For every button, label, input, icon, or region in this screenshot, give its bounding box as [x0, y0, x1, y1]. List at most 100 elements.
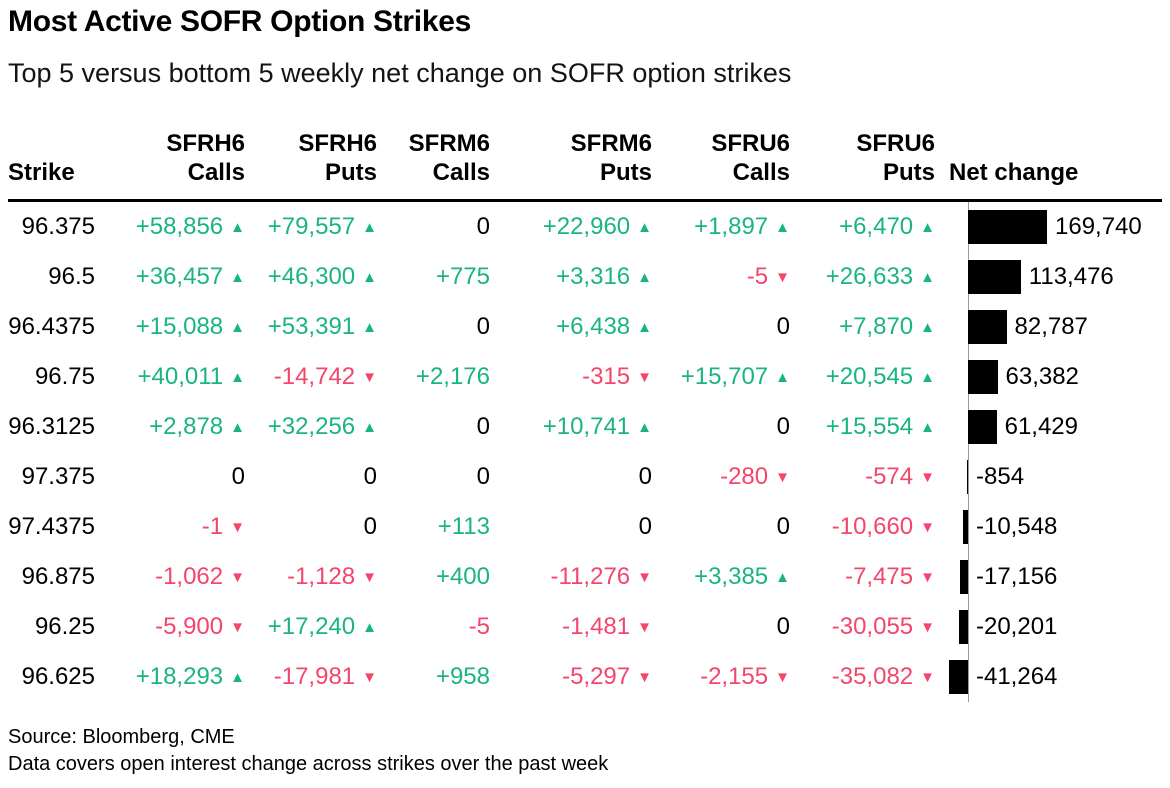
- net-change-bar: [960, 560, 968, 594]
- change-cell: -11,276 ▼: [498, 552, 660, 602]
- change-value: 0: [776, 613, 790, 640]
- table-row: 96.75 +40,011 ▲ -14,742 ▼ +2,176 -315 ▼ +15,707 ▲…: [8, 352, 1162, 402]
- change-cell: +775: [385, 252, 498, 302]
- change-cell: 0: [498, 452, 660, 502]
- up-triangle-icon: ▲: [775, 569, 790, 586]
- change-cell: +1,897 ▲: [660, 201, 798, 253]
- strike-value: 97.375: [21, 463, 95, 490]
- change-cell: +36,457 ▲: [103, 252, 253, 302]
- change-value: +2,176: [415, 363, 490, 390]
- change-cell: -280 ▼: [660, 452, 798, 502]
- change-cell: -574 ▼: [798, 452, 943, 502]
- up-triangle-icon: ▲: [362, 269, 377, 286]
- up-triangle-icon: ▲: [775, 369, 790, 386]
- change-value: 0: [776, 513, 790, 540]
- net-change-bar: [963, 510, 968, 544]
- change-cell: +3,385 ▲: [660, 552, 798, 602]
- col-header-sfrh6-puts: SFRH6 Puts: [253, 129, 385, 202]
- change-value: +6,470: [839, 213, 914, 240]
- down-triangle-icon: ▼: [920, 519, 935, 536]
- up-triangle-icon: ▲: [920, 269, 935, 286]
- change-value: -17,981: [273, 663, 356, 690]
- net-change-cell: 63,382: [943, 352, 1162, 402]
- down-triangle-icon: ▼: [637, 369, 652, 386]
- change-cell: +113: [385, 502, 498, 552]
- change-cell: -2,155 ▼: [660, 652, 798, 702]
- header-row: Strike SFRH6 Calls SFRH6 Puts SFRM6 Calls SFRM6…: [8, 129, 1162, 202]
- down-triangle-icon: ▼: [230, 569, 245, 586]
- zero-axis-line: [968, 552, 969, 602]
- col-header-strike: Strike: [8, 129, 103, 202]
- net-change-bar-area: -17,156: [943, 552, 1154, 602]
- change-cell: -1,128 ▼: [253, 552, 385, 602]
- change-value: -14,742: [273, 363, 356, 390]
- change-cell: 0: [385, 402, 498, 452]
- change-value: +15,707: [680, 363, 769, 390]
- strike-value: 96.75: [34, 363, 95, 390]
- net-change-bar: [968, 260, 1021, 294]
- change-value: +15,088: [135, 313, 224, 340]
- change-cell: +7,870 ▲: [798, 302, 943, 352]
- change-value: +775: [435, 263, 490, 290]
- change-value: +22,960: [542, 213, 631, 240]
- change-cell: 0: [385, 201, 498, 253]
- change-cell: 0: [660, 502, 798, 552]
- net-change-value: -854: [976, 463, 1025, 490]
- change-value: 0: [776, 413, 790, 440]
- net-change-bar: [968, 210, 1047, 244]
- change-value: +10,741: [542, 413, 631, 440]
- change-cell: 0: [660, 302, 798, 352]
- net-change-bar: [948, 660, 968, 694]
- change-value: +400: [435, 563, 490, 590]
- table-row: 96.3125 +2,878 ▲ +32,256 ▲ 0 +10,741 ▲ 0 +15,554 ▲…: [8, 402, 1162, 452]
- net-change-value: -41,264: [975, 663, 1058, 690]
- page-subtitle: Top 5 versus bottom 5 weekly net change …: [8, 58, 792, 88]
- change-cell: +3,316 ▲: [498, 252, 660, 302]
- change-value: +113: [437, 513, 490, 540]
- down-triangle-icon: ▼: [637, 569, 652, 586]
- zero-axis-line: [968, 452, 969, 502]
- change-cell: +2,878 ▲: [103, 402, 253, 452]
- net-change-bar-area: 63,382: [943, 352, 1154, 402]
- col-header-sfrm6-puts: SFRM6 Puts: [498, 129, 660, 202]
- change-value: 0: [363, 513, 377, 540]
- change-value: -5,900: [155, 613, 224, 640]
- up-triangle-icon: ▲: [920, 369, 935, 386]
- down-triangle-icon: ▼: [920, 469, 935, 486]
- change-cell: +6,470 ▲: [798, 201, 943, 253]
- net-change-bar: [968, 410, 997, 444]
- col-header-sfrm6-calls: SFRM6 Calls: [385, 129, 498, 202]
- change-cell: 0: [253, 502, 385, 552]
- up-triangle-icon: ▲: [362, 219, 377, 236]
- table-row: 96.875 -1,062 ▼ -1,128 ▼ +400 -11,276 ▼ +3,385 ▲ -…: [8, 552, 1162, 602]
- down-triangle-icon: ▼: [362, 569, 377, 586]
- down-triangle-icon: ▼: [637, 669, 652, 686]
- net-change-bar-area: 113,476: [943, 252, 1154, 302]
- net-change-value: 113,476: [1028, 263, 1114, 290]
- table-row: 97.4375 -1 ▼ 0 +113 0 0 -10,660 ▼ -10,548: [8, 502, 1162, 552]
- change-value: -574: [865, 463, 914, 490]
- net-change-bar: [966, 460, 968, 494]
- net-change-cell: -17,156: [943, 552, 1162, 602]
- change-value: +3,385: [694, 563, 769, 590]
- down-triangle-icon: ▼: [775, 269, 790, 286]
- source-line: Source: Bloomberg, CME: [8, 726, 235, 748]
- change-cell: +6,438 ▲: [498, 302, 660, 352]
- strike-value: 96.875: [21, 563, 95, 590]
- up-triangle-icon: ▲: [637, 219, 652, 236]
- up-triangle-icon: ▲: [362, 619, 377, 636]
- net-change-cell: 82,787: [943, 302, 1162, 352]
- change-cell: +2,176: [385, 352, 498, 402]
- up-triangle-icon: ▲: [230, 269, 245, 286]
- net-change-bar-area: 82,787: [943, 302, 1154, 352]
- change-cell: +400: [385, 552, 498, 602]
- net-change-cell: -41,264: [943, 652, 1162, 702]
- net-change-cell: -10,548: [943, 502, 1162, 552]
- change-value: -315: [582, 363, 631, 390]
- change-value: 0: [638, 463, 652, 490]
- change-cell: +46,300 ▲: [253, 252, 385, 302]
- down-triangle-icon: ▼: [362, 369, 377, 386]
- change-cell: -30,055 ▼: [798, 602, 943, 652]
- change-value: -280: [720, 463, 769, 490]
- change-cell: 0: [660, 602, 798, 652]
